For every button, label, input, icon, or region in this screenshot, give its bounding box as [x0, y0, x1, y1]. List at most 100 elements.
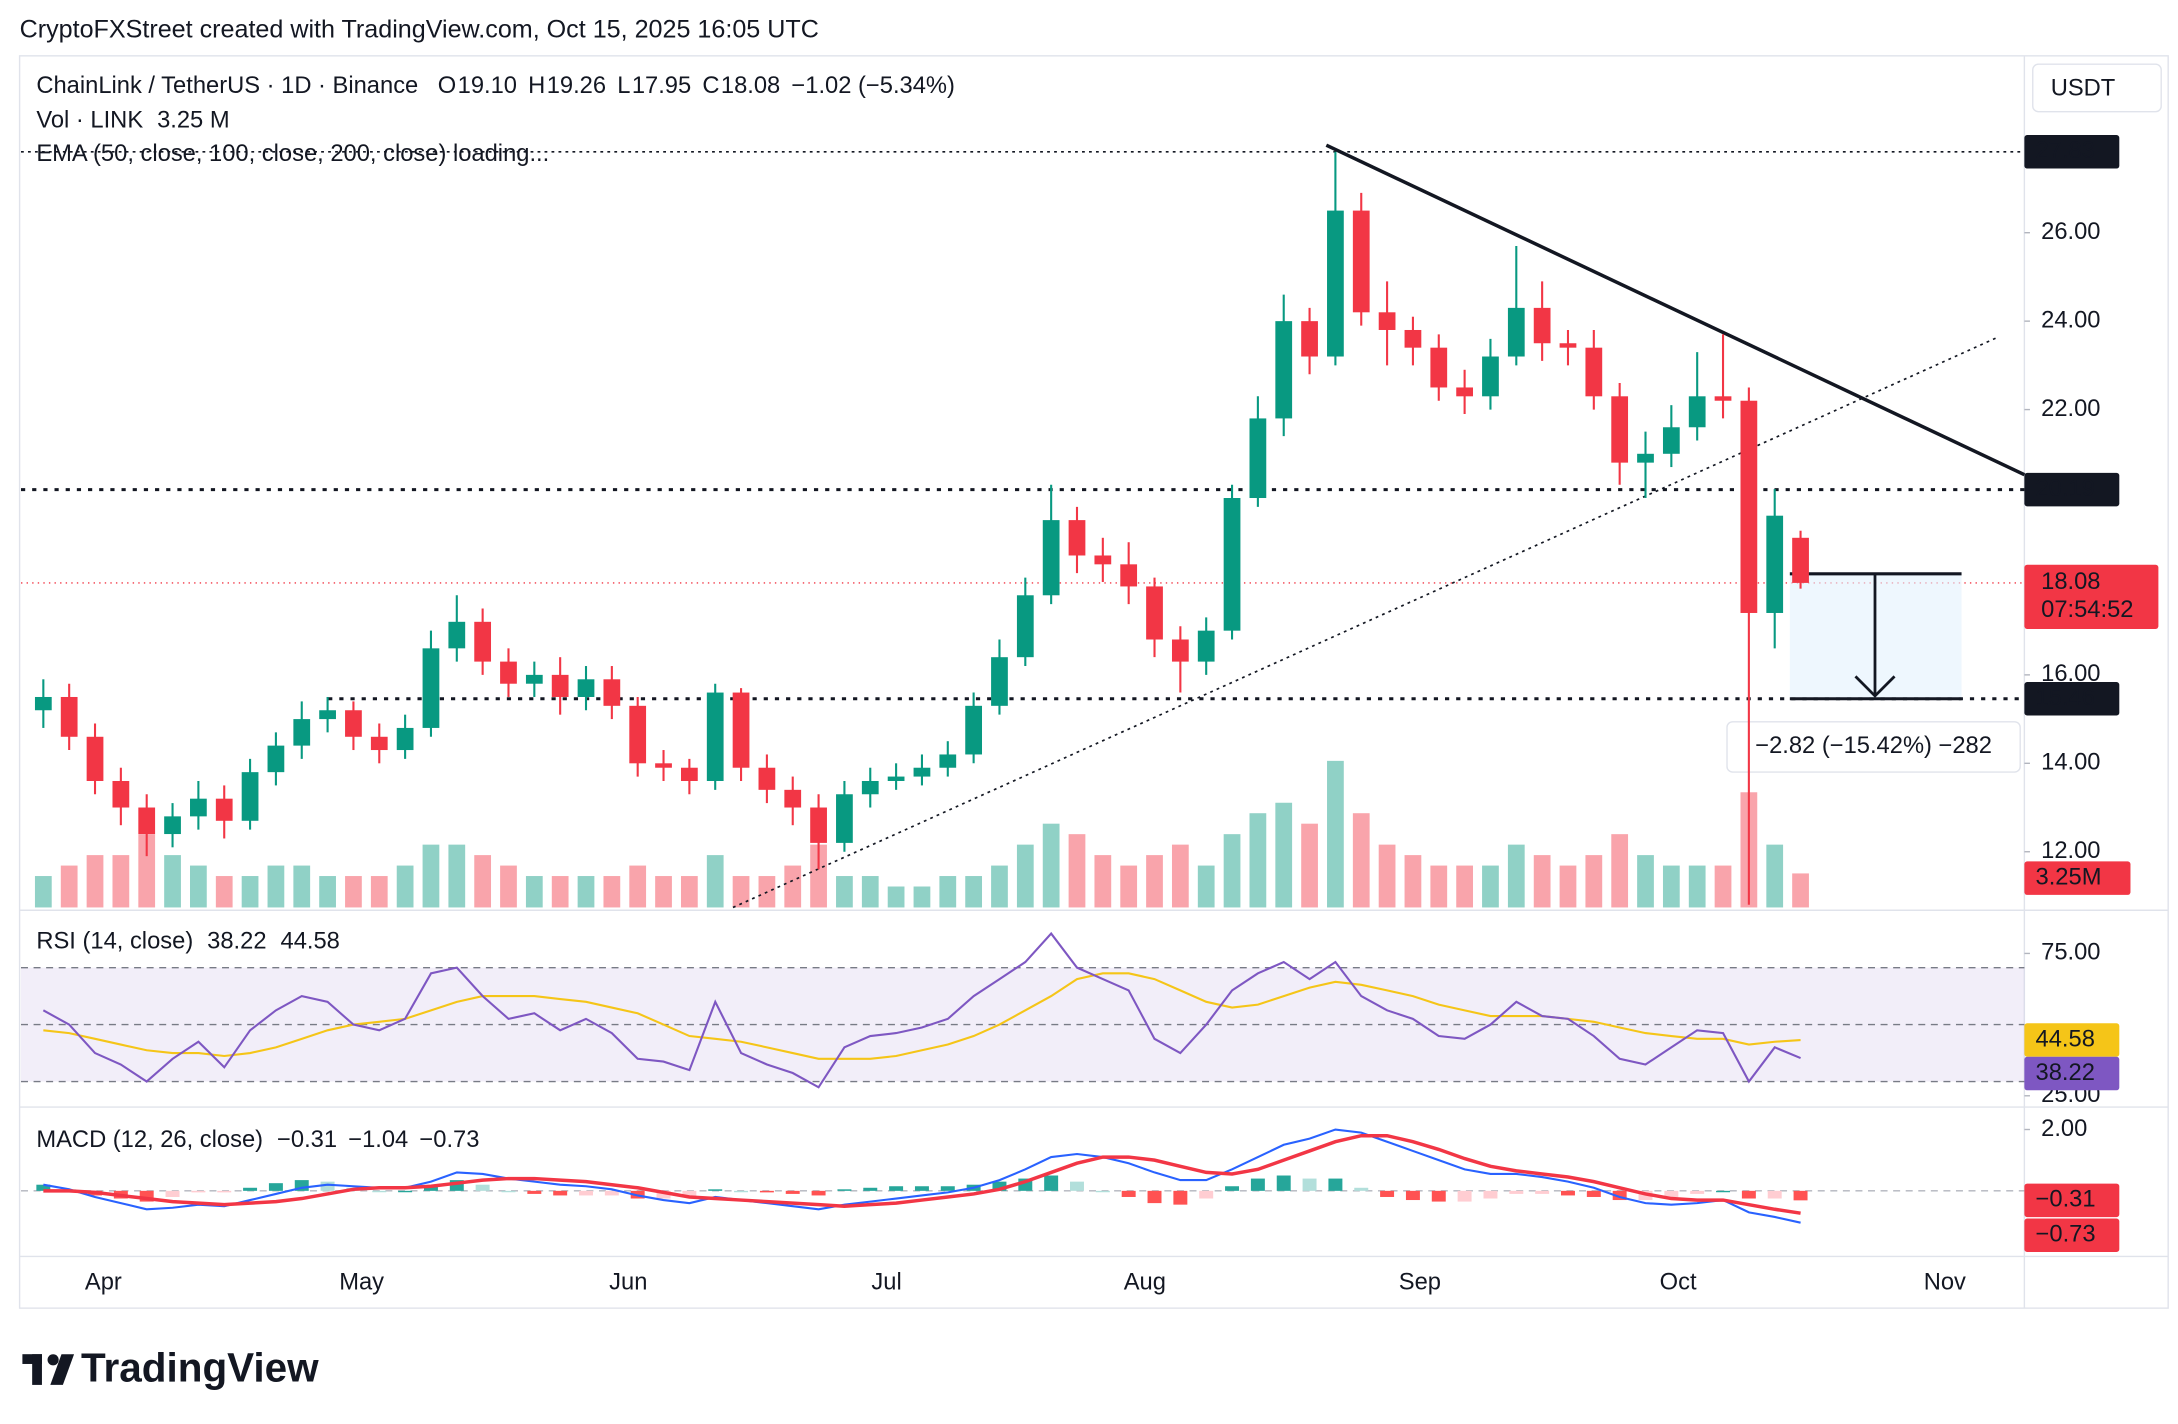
- rsi-ma-line: [43, 972, 1801, 1060]
- x-tick-label: Sep: [1399, 1269, 1441, 1295]
- volume-bar: [732, 876, 750, 908]
- volume-bar: [396, 865, 414, 908]
- macd-histogram-bar: [527, 1190, 542, 1194]
- y-tick-label: 12.00: [2041, 838, 2100, 864]
- volume-bar: [1223, 834, 1241, 908]
- candle-body: [1171, 639, 1189, 662]
- candle-body: [1275, 321, 1293, 419]
- volume-bar: [551, 876, 569, 908]
- macd-histogram-bar: [1070, 1181, 1084, 1191]
- volume-bar: [1378, 844, 1396, 908]
- macd-histogram-bar: [811, 1190, 826, 1196]
- candle-body: [1585, 347, 1603, 397]
- price-marker-box: [2024, 472, 2120, 507]
- candle-body: [1249, 418, 1267, 499]
- candle-body: [1611, 396, 1629, 463]
- price-marker-box: [2024, 681, 2120, 716]
- candle-body: [836, 794, 853, 843]
- legend-text: −0.73: [419, 1127, 479, 1153]
- macd-histogram-bar: [1431, 1190, 1446, 1202]
- macd-signal-marker-box: [2024, 1218, 2120, 1253]
- volume-bar: [1559, 865, 1577, 908]
- candle-body: [112, 780, 130, 808]
- macd-histogram-bar: [1716, 1190, 1731, 1193]
- volume-bar: [293, 865, 311, 908]
- macd-histogram-bar: [1741, 1190, 1756, 1199]
- macd-histogram-bar: [1044, 1175, 1059, 1191]
- candle-body: [1507, 307, 1525, 357]
- frame: [18, 55, 2169, 1309]
- volume-bar: [1197, 865, 1215, 908]
- volume-bar: [1688, 865, 1706, 908]
- volume-marker-box: [2024, 861, 2131, 895]
- volume-bar: [267, 865, 285, 908]
- candle-body: [267, 745, 285, 773]
- macd-histogram-bar: [1509, 1190, 1524, 1194]
- signal-line: [43, 1133, 1801, 1215]
- macd-histogram-bar: [501, 1190, 516, 1193]
- volume-bar: [422, 844, 440, 908]
- candle-body: [1016, 595, 1034, 658]
- volume-bar: [1146, 855, 1163, 908]
- candle-body: [86, 736, 104, 781]
- volume-bar: [319, 876, 336, 908]
- candle-body: [655, 763, 672, 768]
- volume-bar: [138, 834, 156, 908]
- volume-bar: [680, 876, 698, 908]
- volume-bar: [939, 876, 957, 908]
- legend-text: 19.26: [547, 73, 606, 99]
- volume-bar: [784, 865, 802, 908]
- price-marker: 15.46: [2036, 685, 2095, 711]
- candle-body: [34, 696, 52, 711]
- legend-text: O: [438, 73, 456, 99]
- volume-bar: [1637, 855, 1654, 908]
- macd-histogram-bar: [1302, 1178, 1317, 1191]
- candle-body: [1533, 307, 1551, 344]
- credit: CryptoFXStreet created with TradingView.…: [20, 15, 819, 43]
- y-tick-label: 14.00: [2041, 750, 2100, 776]
- volume-bar: [887, 886, 905, 908]
- candle-body: [319, 710, 336, 720]
- macd-histogram-bar: [1561, 1190, 1575, 1196]
- macd-histogram-bar: [1586, 1190, 1601, 1197]
- last-price-box: [2024, 564, 2159, 629]
- macd-histogram-bar: [243, 1187, 258, 1191]
- volume-marker: 3.25M: [2036, 864, 2102, 890]
- macd-histogram-bar: [785, 1190, 800, 1194]
- volume-bar: [164, 855, 181, 908]
- candle-body: [215, 798, 233, 821]
- y-tick-label: 26.00: [2041, 219, 2100, 245]
- legend-text: EMA (50, close, 100, close, 200, close) …: [36, 141, 549, 167]
- candle-body: [887, 776, 905, 781]
- volume-bar: [1456, 865, 1473, 908]
- candle-body: [1404, 329, 1422, 348]
- candle-body: [293, 719, 311, 746]
- candle-body: [422, 648, 440, 728]
- macd-histogram-bar: [1457, 1190, 1472, 1202]
- candle-body: [758, 767, 776, 790]
- legend-text: ChainLink / TetherUS · 1D · Binance: [36, 73, 418, 99]
- x-tick-label: Jul: [871, 1269, 901, 1295]
- candle-body: [1662, 427, 1680, 454]
- candle-body: [810, 807, 827, 843]
- legend-text: L: [617, 73, 630, 99]
- volume-bar: [1430, 865, 1448, 908]
- volume-bar: [1275, 802, 1293, 908]
- macd-histogram-bar: [656, 1190, 671, 1199]
- legend-text: 3.25 M: [157, 108, 230, 134]
- volume-bar: [1482, 865, 1499, 908]
- macd-histogram-bar: [1276, 1175, 1291, 1191]
- candle-body: [1223, 498, 1241, 631]
- candle-body: [577, 679, 595, 697]
- macd-histogram-bar: [1328, 1178, 1343, 1191]
- legend-text: Vol · LINK: [36, 108, 143, 134]
- macd-histogram-bar: [1483, 1190, 1498, 1199]
- legend-text: MACD (12, 26, close): [36, 1127, 263, 1153]
- macd-histogram-bar: [423, 1186, 438, 1191]
- volume-bar: [34, 876, 52, 908]
- volume-bar: [1585, 855, 1603, 908]
- x-tick-label: Oct: [1660, 1269, 1697, 1295]
- y-tick-label: 75.00: [2041, 940, 2100, 966]
- macd-histogram-bar: [165, 1190, 180, 1197]
- volume-bar: [1714, 865, 1732, 908]
